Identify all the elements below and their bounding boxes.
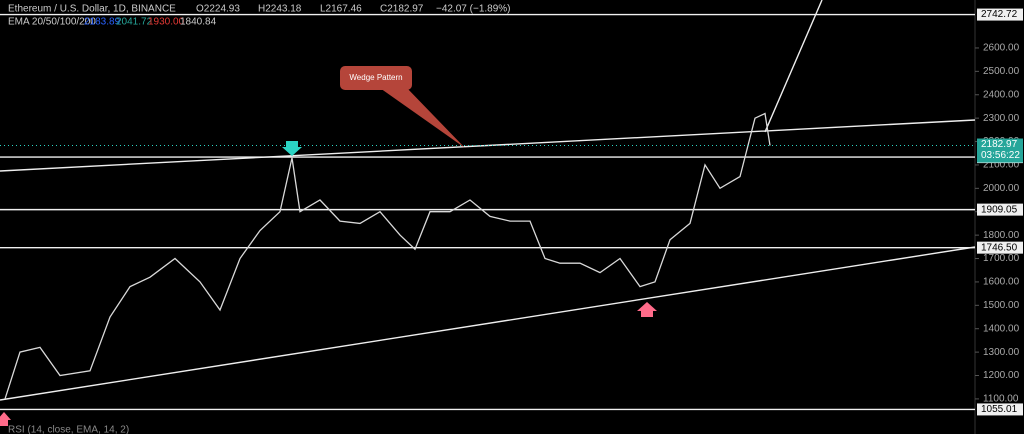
open: O2224.93 bbox=[196, 4, 240, 15]
close: C2182.97 bbox=[380, 4, 424, 15]
price-line bbox=[4, 112, 771, 400]
y-tick-label: 2000.00 bbox=[983, 183, 1020, 194]
callout-text: Wedge Pattern bbox=[349, 73, 402, 82]
callout-box bbox=[340, 66, 412, 90]
arrow-up bbox=[0, 412, 11, 426]
y-tick-label: 1200.00 bbox=[983, 370, 1020, 381]
ema-label: EMA 20/50/100/200 bbox=[8, 17, 96, 28]
y-tick-label: 2300.00 bbox=[983, 113, 1020, 124]
rsi-label: RSI (14, close, EMA, 14, 2) bbox=[8, 425, 129, 434]
countdown: 03:56:22 bbox=[981, 150, 1020, 161]
y-tick-label: 1600.00 bbox=[983, 277, 1020, 288]
level-label-box bbox=[977, 241, 1023, 254]
level-label: 1909.05 bbox=[981, 204, 1018, 215]
level-label-box bbox=[977, 403, 1023, 416]
ema-value: 2041.72 bbox=[116, 17, 153, 28]
y-tick-label: 2600.00 bbox=[983, 43, 1020, 54]
y-tick-label: 1800.00 bbox=[983, 230, 1020, 241]
y-tick-label: 1100.00 bbox=[983, 394, 1019, 405]
y-tick-label: 1700.00 bbox=[983, 253, 1020, 264]
y-tick-label: 1300.00 bbox=[983, 347, 1020, 358]
y-tick-label: 2500.00 bbox=[983, 66, 1020, 77]
level-label: 2742.72 bbox=[981, 9, 1018, 20]
level-label-box bbox=[977, 203, 1023, 216]
arrow-up bbox=[637, 302, 657, 317]
current-price: 2182.97 bbox=[981, 139, 1018, 150]
ema-value: 1840.84 bbox=[180, 17, 217, 28]
low: L2167.46 bbox=[320, 4, 362, 15]
symbol: Ethereum / U.S. Dollar, 1D, BINANCE bbox=[8, 4, 176, 15]
callout-pointer bbox=[380, 86, 465, 148]
level-label-box bbox=[977, 8, 1023, 21]
y-tick-label: 1400.00 bbox=[983, 323, 1020, 334]
ema-value: 2183.89 bbox=[84, 17, 121, 28]
wedge-lower-line bbox=[0, 246, 976, 401]
ema-value: 1930.00 bbox=[148, 17, 185, 28]
y-tick-label: 2100.00 bbox=[983, 160, 1020, 171]
arrow-down bbox=[282, 141, 302, 156]
y-tick-label: 1500.00 bbox=[983, 300, 1020, 311]
wedge-upper-line bbox=[0, 119, 976, 172]
current-price-box bbox=[977, 138, 1023, 163]
level-label: 1055.01 bbox=[981, 404, 1018, 415]
y-tick-label: 2400.00 bbox=[983, 89, 1020, 100]
high: H2243.18 bbox=[258, 4, 302, 15]
change: −42.07 (−1.89%) bbox=[436, 4, 511, 15]
level-label: 1746.50 bbox=[981, 242, 1018, 253]
breakout-line bbox=[764, 0, 823, 133]
